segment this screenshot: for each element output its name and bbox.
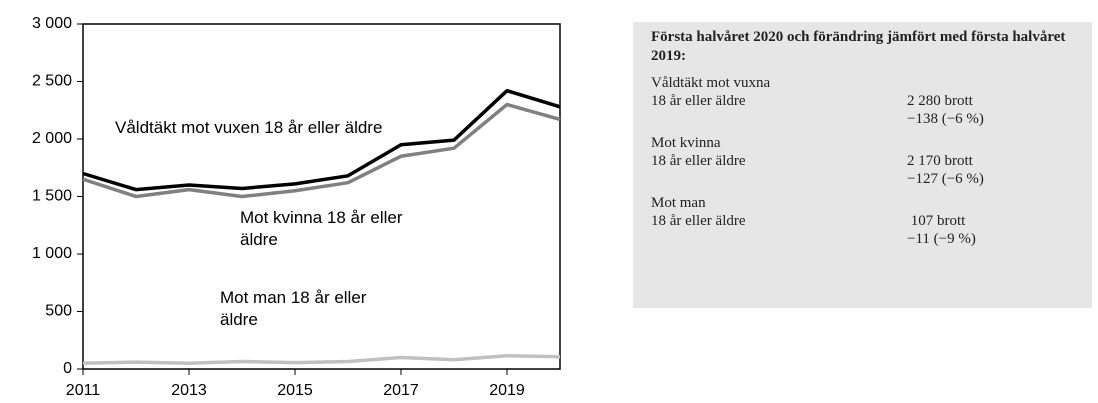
item-label: Mot kvinna bbox=[651, 135, 721, 151]
box-row: Våldtäkt mot vuxna bbox=[651, 74, 1082, 92]
box-row: Mot kvinna bbox=[651, 134, 1082, 152]
item-label: 18 år eller äldre bbox=[651, 213, 746, 229]
y-tick-label: 1 500 bbox=[32, 188, 72, 205]
box-row: 18 år eller äldre 2 170 brott bbox=[651, 152, 1082, 170]
item-label: Mot man bbox=[651, 195, 706, 211]
x-tick-label: 2011 bbox=[66, 382, 101, 399]
series-line bbox=[82, 102, 561, 199]
y-tick-label: 2 500 bbox=[32, 73, 72, 90]
item-change: −138 (−6 %) bbox=[907, 111, 984, 127]
box-row: −11 (−9 %) bbox=[651, 230, 1082, 248]
box-row: −138 (−6 %) bbox=[651, 110, 1082, 128]
x-tick-label: 2015 bbox=[277, 382, 313, 399]
y-tick-label: 0 bbox=[63, 360, 72, 377]
y-tick-label: 1 000 bbox=[32, 245, 72, 262]
x-tick-label: 2019 bbox=[489, 382, 525, 399]
item-value: 2 280 brott bbox=[907, 93, 973, 109]
series-line bbox=[82, 88, 561, 192]
summary-box: Första halvåret 2020 och förändring jämf… bbox=[633, 22, 1092, 308]
item-value: 2 170 brott bbox=[907, 153, 973, 169]
x-tick-label: 2017 bbox=[383, 382, 419, 399]
item-value: 107 brott bbox=[907, 213, 966, 229]
series-label: Mot man 18 år eller äldre bbox=[220, 288, 367, 329]
item-label: 18 år eller äldre bbox=[651, 93, 746, 109]
item-change: −11 (−9 %) bbox=[907, 231, 976, 247]
box-title: Första halvåret 2020 och förändring jämf… bbox=[651, 29, 1066, 64]
box-row: −127 (−6 %) bbox=[651, 170, 1082, 188]
series-line bbox=[82, 354, 561, 365]
spacer bbox=[651, 230, 907, 248]
series-label: Mot kvinna 18 år eller äldre bbox=[240, 208, 403, 249]
spacer bbox=[651, 110, 907, 128]
item-label: Våldtäkt mot vuxna bbox=[651, 75, 771, 91]
box-row: Mot man bbox=[651, 194, 1082, 212]
y-tick-label: 3 000 bbox=[32, 15, 72, 32]
box-row: 18 år eller äldre 107 brott bbox=[651, 212, 1082, 230]
y-tick-label: 500 bbox=[45, 303, 72, 320]
item-label: 18 år eller äldre bbox=[651, 153, 746, 169]
item-change: −127 (−6 %) bbox=[907, 171, 984, 187]
x-tick-label: 2013 bbox=[171, 382, 207, 399]
spacer bbox=[651, 170, 907, 188]
y-tick-label: 2 000 bbox=[32, 130, 72, 147]
series-label: Våldtäkt mot vuxen 18 år eller äldre bbox=[115, 118, 383, 137]
box-row: 18 år eller äldre 2 280 brott bbox=[651, 92, 1082, 110]
